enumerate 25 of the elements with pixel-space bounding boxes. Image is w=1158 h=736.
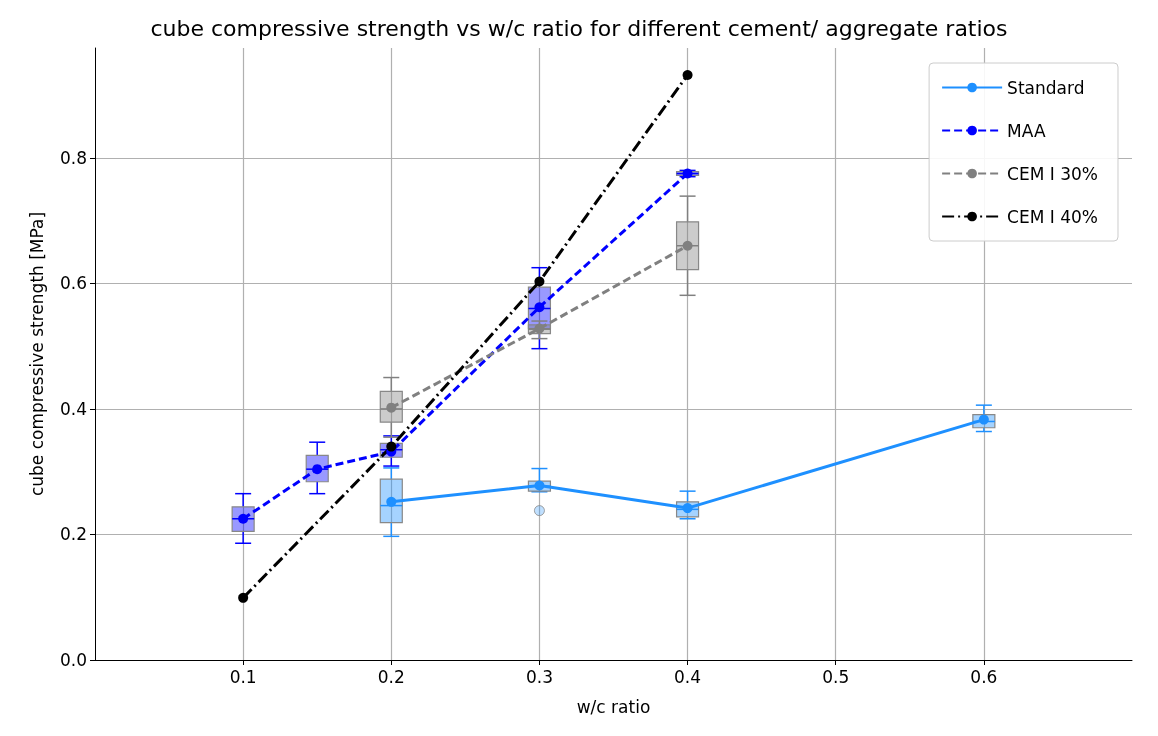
y-tick-label: 0.6 bbox=[59, 273, 87, 294]
legend-label: MAA bbox=[1007, 120, 1046, 141]
y-tick-label: 0.4 bbox=[59, 398, 87, 419]
legend-label: CEM I 30% bbox=[1007, 163, 1099, 184]
point bbox=[238, 592, 249, 603]
y-tick-label: 0.0 bbox=[59, 650, 87, 670]
x-axis-title: w/c ratio bbox=[576, 696, 651, 717]
x-tick-label: 0.4 bbox=[674, 666, 702, 687]
x-tick-label: 0.2 bbox=[377, 666, 405, 687]
chart-title: cube compressive strength vs w/c ratio for different cement/ aggregate ratios bbox=[150, 15, 1008, 41]
point bbox=[386, 496, 397, 507]
y-tick-label: 0.2 bbox=[59, 524, 87, 545]
point bbox=[682, 69, 693, 80]
x-tick-label: 0.6 bbox=[970, 666, 998, 687]
point bbox=[682, 240, 693, 251]
y-axis-title: cube compressive strength [MPa] bbox=[26, 211, 47, 497]
x-tick-label: 0.1 bbox=[229, 666, 257, 687]
x-tick-label: 0.5 bbox=[822, 666, 850, 687]
legend-label: Standard bbox=[1007, 77, 1085, 98]
y-tick-label: 0.8 bbox=[59, 147, 87, 168]
point bbox=[534, 276, 545, 287]
point bbox=[534, 323, 545, 334]
legend-label: CEM I 40% bbox=[1007, 206, 1099, 227]
x-tick-label: 0.3 bbox=[525, 666, 553, 687]
point bbox=[682, 168, 693, 179]
